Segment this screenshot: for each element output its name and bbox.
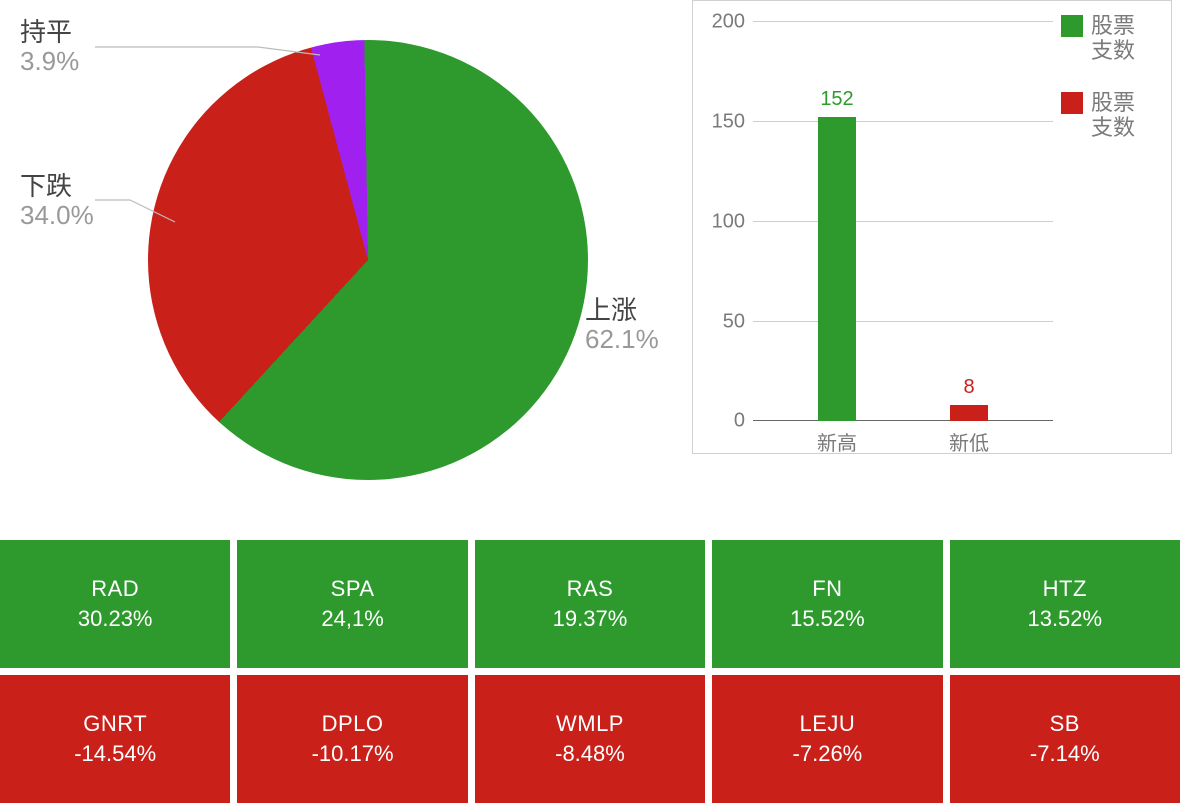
bar-gridline: 200: [753, 21, 1053, 22]
ticker-change: 15.52%: [790, 604, 865, 634]
ticker-change: 19.37%: [553, 604, 628, 634]
ticker-symbol: DPLO: [322, 709, 384, 739]
ticker-tile[interactable]: FN15.52%: [712, 540, 942, 668]
ticker-symbol: SB: [1050, 709, 1080, 739]
bar-gridline: 150: [753, 121, 1053, 122]
ticker-change: -14.54%: [74, 739, 156, 769]
pie-label-up-name: 上涨: [585, 296, 659, 325]
bar-ytick-label: 50: [723, 311, 753, 334]
ticker-change: 30.23%: [78, 604, 153, 634]
ticker-change: -7.14%: [1030, 739, 1100, 769]
bar-gridline: 100: [753, 221, 1053, 222]
legend-swatch: [1061, 92, 1083, 114]
ticker-grid: RAD30.23%SPA24,1%RAS19.37%FN15.52%HTZ13.…: [0, 540, 1180, 803]
pie-chart: 上涨 62.1% 下跌 34.0% 持平 3.9%: [0, 0, 690, 530]
pie-label-flat: 持平 3.9%: [20, 18, 79, 75]
bar-category-label: 新低: [949, 421, 989, 456]
ticker-tile[interactable]: SPA24,1%: [237, 540, 467, 668]
pie-label-down: 下跌 34.0%: [20, 172, 94, 229]
legend-label: 股票支数: [1091, 90, 1135, 141]
bar-chart-panel: 050100150200152新高8新低 股票支数股票支数: [692, 0, 1172, 454]
bar-plot-area: 050100150200152新高8新低: [753, 21, 1053, 421]
pie-label-up-pct: 62.1%: [585, 325, 659, 354]
ticker-symbol: RAS: [567, 574, 614, 604]
pie-label-down-name: 下跌: [20, 172, 94, 201]
legend-item: 股票支数: [1061, 13, 1161, 64]
ticker-symbol: FN: [812, 574, 842, 604]
ticker-change: 24,1%: [321, 604, 383, 634]
ticker-change: -8.48%: [555, 739, 625, 769]
ticker-symbol: RAD: [91, 574, 139, 604]
ticker-tile[interactable]: SB-7.14%: [950, 675, 1180, 803]
bar-ytick-label: 0: [734, 410, 753, 433]
ticker-tile[interactable]: WMLP-8.48%: [475, 675, 705, 803]
bar-ytick-label: 150: [712, 111, 753, 134]
ticker-tile[interactable]: RAS19.37%: [475, 540, 705, 668]
ticker-tile[interactable]: HTZ13.52%: [950, 540, 1180, 668]
bar: 8: [950, 405, 988, 421]
bar-value-label: 8: [963, 376, 974, 405]
pie-label-down-pct: 34.0%: [20, 201, 94, 230]
bar-category-label: 新高: [817, 421, 857, 456]
bar-value-label: 152: [820, 88, 853, 117]
ticker-tile[interactable]: LEJU-7.26%: [712, 675, 942, 803]
pie-callout-lines: [0, 0, 690, 530]
bar-ytick-label: 200: [712, 11, 753, 34]
ticker-change: 13.52%: [1027, 604, 1102, 634]
ticker-symbol: WMLP: [556, 709, 624, 739]
pie-label-flat-pct: 3.9%: [20, 47, 79, 76]
bar-legend: 股票支数股票支数: [1061, 13, 1161, 166]
bar-gridline: 50: [753, 321, 1053, 322]
bar-x-axis: [753, 420, 1053, 421]
ticker-change: -7.26%: [793, 739, 863, 769]
legend-item: 股票支数: [1061, 90, 1161, 141]
ticker-symbol: SPA: [331, 574, 375, 604]
top-charts-area: 上涨 62.1% 下跌 34.0% 持平 3.9% 0 50 100 150 200 15…: [0, 0, 1180, 530]
ticker-tile[interactable]: DPLO-10.17%: [237, 675, 467, 803]
ticker-tile[interactable]: GNRT-14.54%: [0, 675, 230, 803]
legend-label: 股票支数: [1091, 13, 1135, 64]
ticker-change: -10.17%: [312, 739, 394, 769]
ticker-symbol: GNRT: [83, 709, 147, 739]
pie-label-up: 上涨 62.1%: [585, 296, 659, 353]
legend-swatch: [1061, 15, 1083, 37]
ticker-tile[interactable]: RAD30.23%: [0, 540, 230, 668]
ticker-symbol: LEJU: [799, 709, 855, 739]
ticker-symbol: HTZ: [1043, 574, 1087, 604]
bar-ytick-label: 100: [712, 211, 753, 234]
bar: 152: [818, 117, 856, 421]
pie-label-flat-name: 持平: [20, 18, 79, 47]
